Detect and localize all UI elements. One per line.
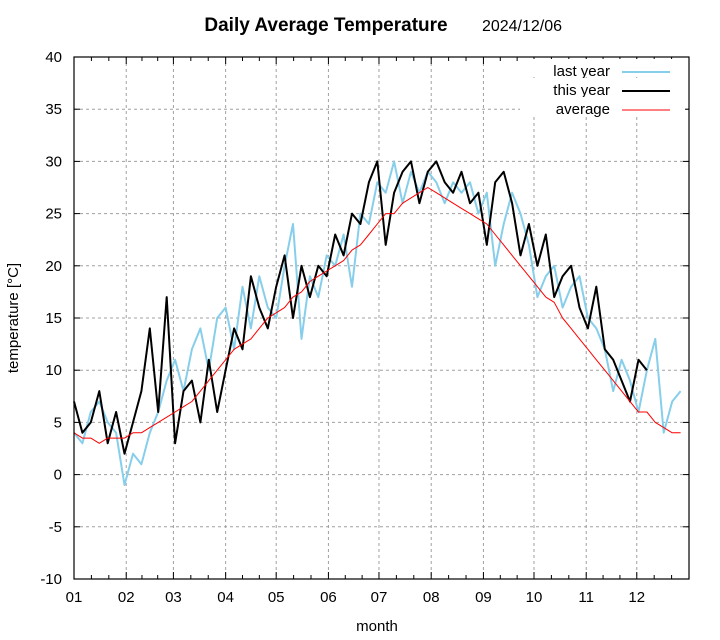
y-tick-label: 10 [45, 362, 62, 379]
x-tick-label: 11 [578, 589, 594, 606]
plot-frame [73, 56, 690, 580]
x-tick-label: 08 [423, 589, 440, 606]
grid [74, 57, 689, 579]
y-tick-label: 5 [54, 414, 62, 431]
chart-date: 2024/12/06 [482, 18, 562, 35]
legend: last year this year average [520, 59, 685, 118]
y-axis: 40 35 30 25 20 15 10 5 0 -5 -10 [40, 49, 689, 588]
y-tick-label: 15 [45, 310, 62, 327]
x-tick-label: 09 [475, 589, 492, 606]
chart-title: Daily Average Temperature [204, 15, 447, 36]
x-tick-label: 04 [217, 589, 234, 606]
y-tick-label: 25 [45, 206, 62, 223]
series-line-last-year [73, 160, 682, 486]
x-tick-label: 05 [268, 589, 285, 606]
x-tick-label: 03 [165, 589, 182, 606]
legend-label: average [556, 101, 610, 118]
y-tick-label: 40 [45, 49, 62, 66]
y-axis-label: temperature [°C] [5, 263, 22, 373]
y-tick-label: 0 [54, 467, 62, 484]
x-axis-label: month [356, 618, 398, 635]
y-tick-label: -10 [40, 571, 62, 588]
legend-label: this year [553, 82, 610, 99]
x-tick-label: 10 [526, 589, 543, 606]
y-tick-label: -5 [49, 519, 62, 536]
x-tick-label: 07 [371, 589, 388, 606]
legend-label: last year [553, 63, 610, 80]
x-tick-label: 02 [118, 589, 135, 606]
y-tick-label: 30 [45, 153, 62, 170]
series-line-this-year [73, 160, 648, 455]
x-tick-label: 06 [320, 589, 337, 606]
x-tick-label: 12 [628, 589, 645, 606]
series-lines [73, 160, 682, 486]
x-tick-label: 01 [66, 589, 83, 606]
y-tick-label: 35 [45, 101, 62, 118]
y-tick-label: 20 [45, 258, 62, 275]
series-line-average [73, 187, 681, 444]
x-axis: 01 02 03 04 05 06 07 08 09 10 11 12 [66, 57, 673, 606]
